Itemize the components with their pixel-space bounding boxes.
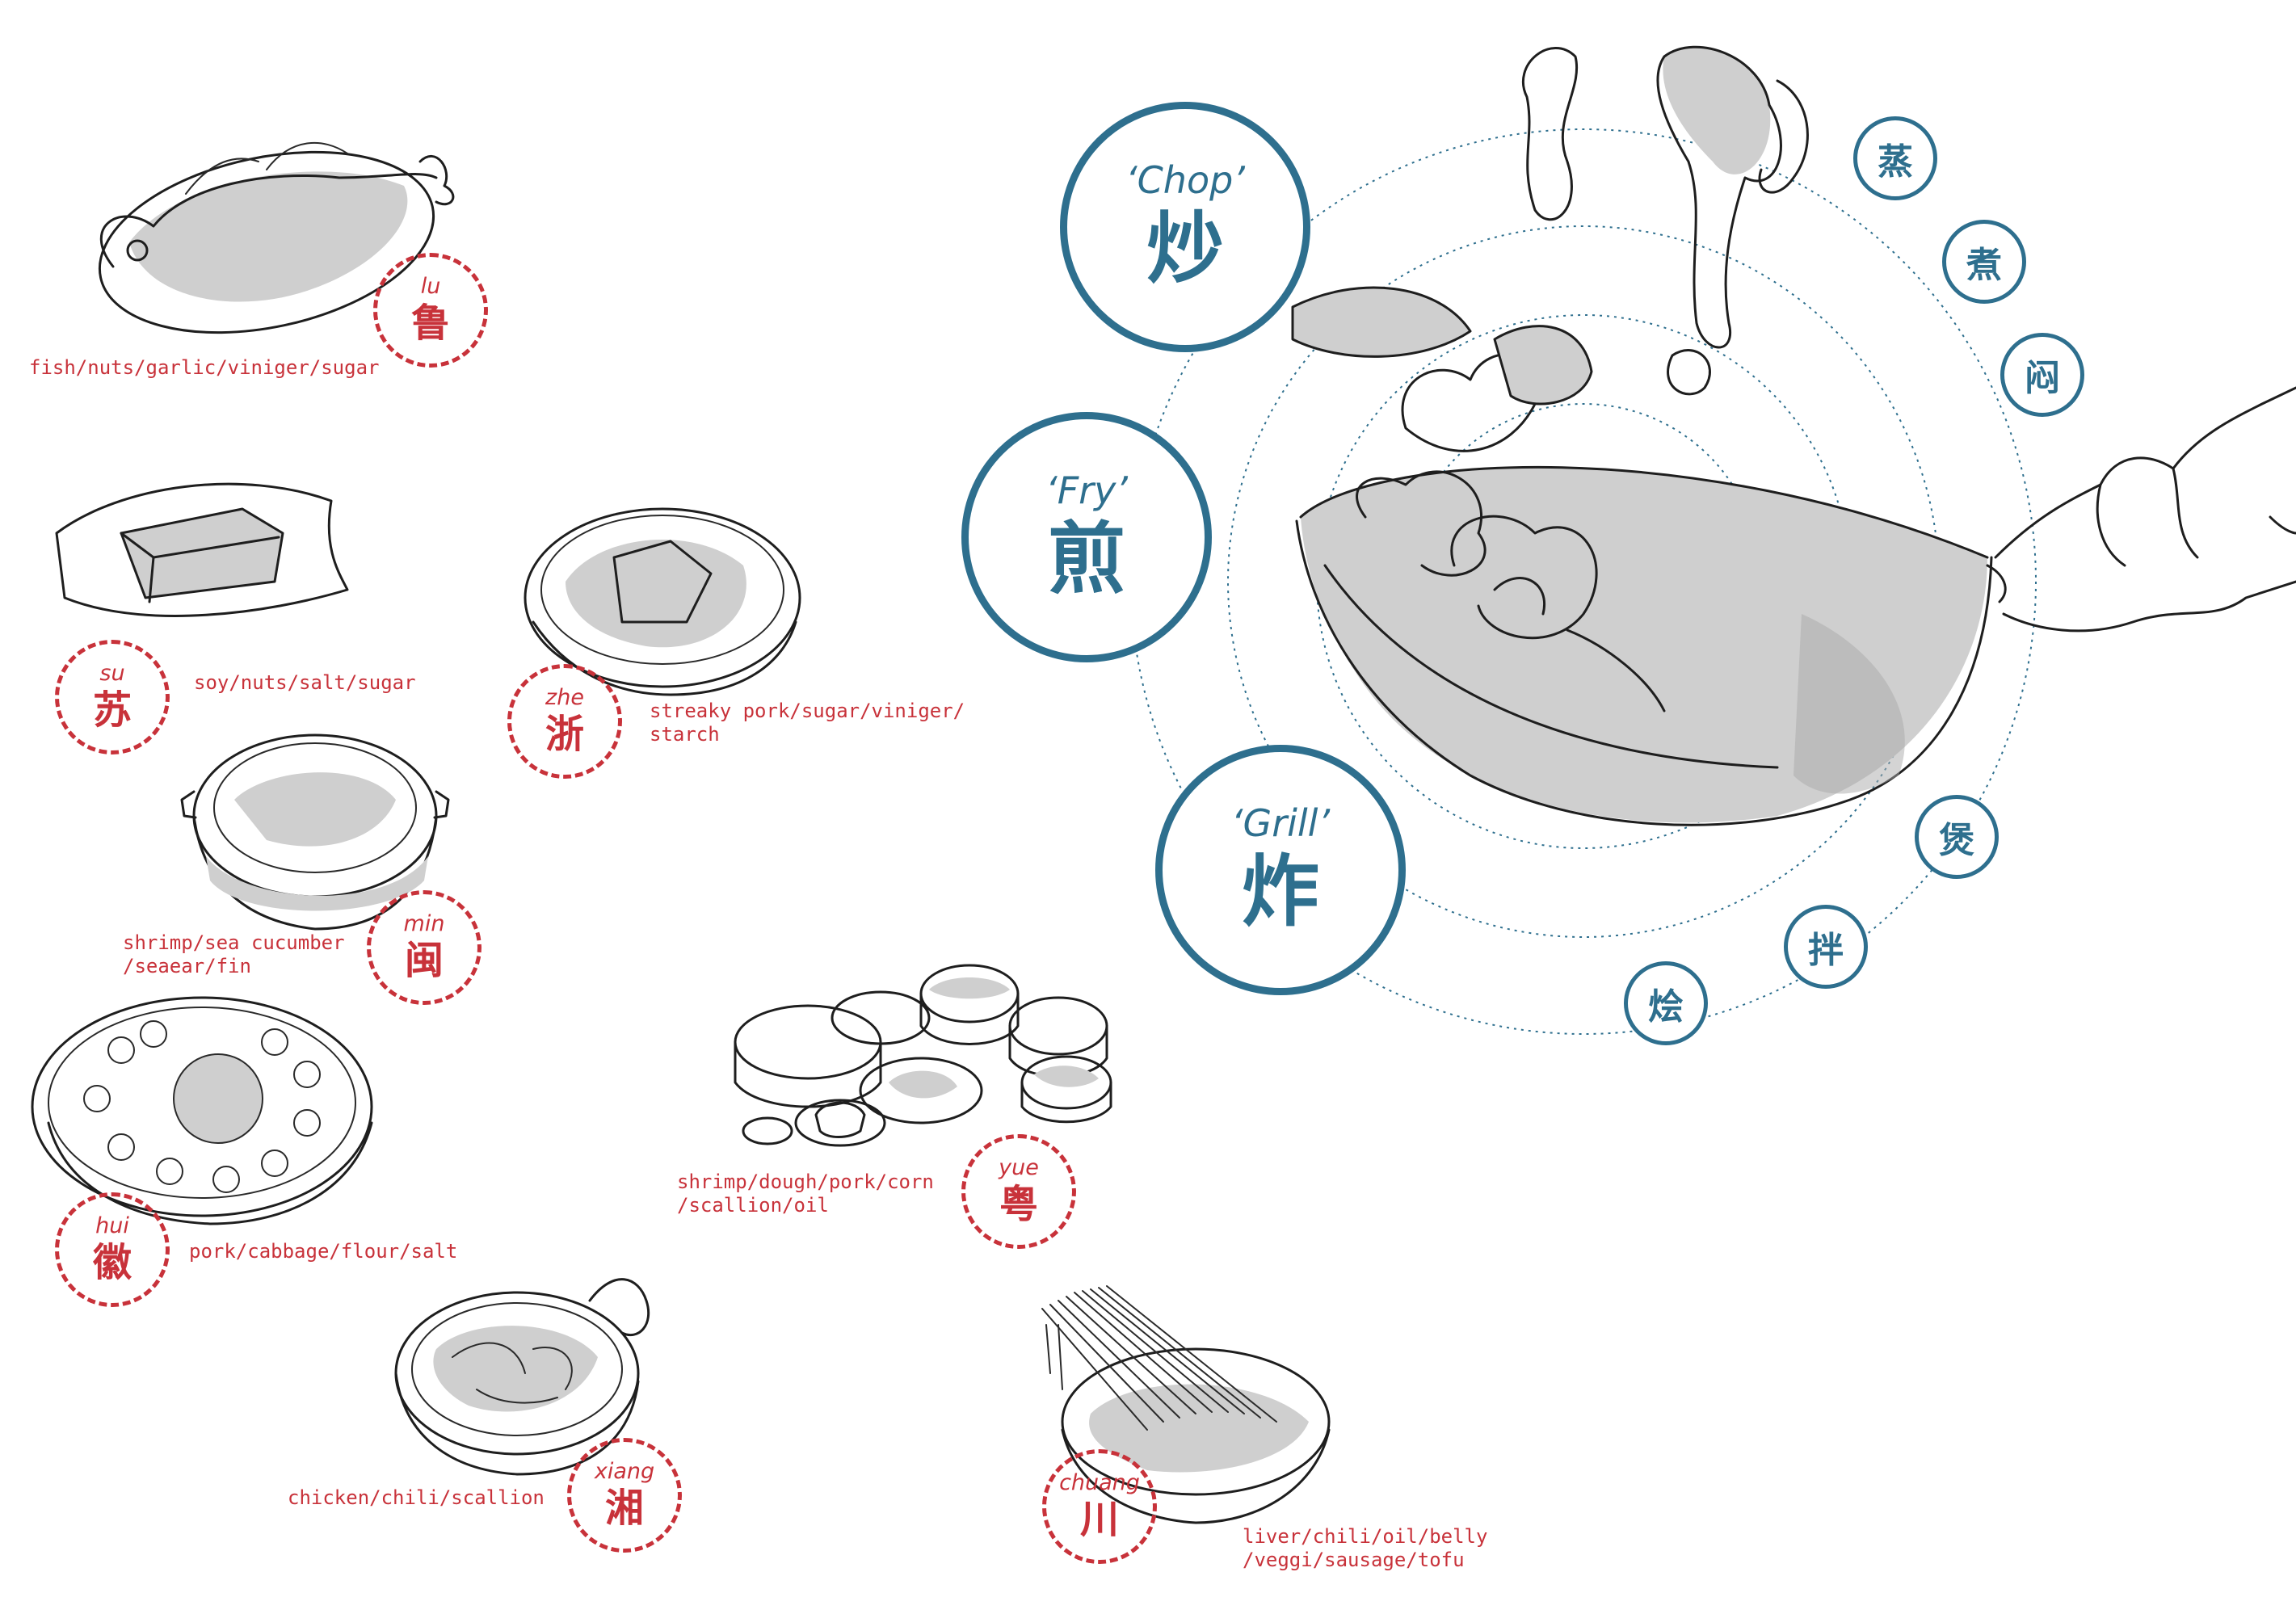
region-stamp-lu: lu 鲁 xyxy=(373,253,488,368)
technique-fry-zh: 煎 xyxy=(1048,514,1125,605)
minor-technique-braise-label: 闷 xyxy=(2025,358,2060,399)
technique-chop-en: ‘Chop’ xyxy=(1125,158,1245,203)
technique-grill-zh: 炸 xyxy=(1242,847,1319,938)
region-su-zh: 苏 xyxy=(92,687,132,733)
region-min-ingredients: shrimp/sea cucumber /seaear/fin xyxy=(123,931,345,977)
stir-fry-wok-icon xyxy=(394,1278,650,1476)
minor-technique-boil-label: 煮 xyxy=(1966,245,2002,286)
region-lu-ingredients: fish/nuts/garlic/viniger/sugar xyxy=(29,356,380,379)
minor-technique-simmer-label: 烩 xyxy=(1648,986,1684,1028)
region-stamp-chuang: chuang 川 xyxy=(1042,1449,1157,1564)
technique-grill-en: ‘Grill’ xyxy=(1230,801,1331,846)
region-hui-zh: 徽 xyxy=(92,1240,132,1286)
technique-chop-zh: 炒 xyxy=(1146,204,1224,295)
region-chuang-pinyin: chuang xyxy=(1059,1470,1140,1496)
region-stamp-min: min 闽 xyxy=(367,890,481,1005)
region-xiang-ingredients: chicken/chili/scallion xyxy=(288,1486,545,1509)
minor-technique-simmer: 烩 xyxy=(1624,961,1708,1045)
region-stamp-su: su 苏 xyxy=(55,640,170,754)
minor-technique-stew-label: 煲 xyxy=(1939,820,1974,861)
soup-pot-icon xyxy=(180,733,450,931)
region-lu-zh: 鲁 xyxy=(410,301,450,347)
region-min-zh: 闽 xyxy=(404,938,444,984)
region-zhe-ingredients: streaky pork/sugar/viniger/ starch xyxy=(650,700,965,746)
pork-bowl-icon xyxy=(524,507,801,696)
technique-fry-en: ‘Fry’ xyxy=(1045,469,1128,513)
region-xiang-pinyin: xiang xyxy=(594,1459,655,1485)
region-yue-zh: 粤 xyxy=(999,1182,1038,1228)
region-stamp-hui: hui 徽 xyxy=(55,1192,170,1307)
minor-technique-mix: 拌 xyxy=(1784,905,1868,989)
region-lu-pinyin: lu xyxy=(420,274,441,300)
technique-chop: ‘Chop’ 炒 xyxy=(1060,102,1310,352)
region-stamp-yue: yue 粤 xyxy=(961,1134,1076,1249)
region-chuang-ingredients: liver/chili/oil/belly /veggi/sausage/tof… xyxy=(1243,1525,1488,1571)
minor-technique-mix-label: 拌 xyxy=(1808,930,1844,971)
minor-technique-boil: 煮 xyxy=(1942,220,2026,304)
region-zhe-zh: 浙 xyxy=(545,712,584,758)
tofu-plate-icon xyxy=(55,482,349,617)
region-min-pinyin: min xyxy=(403,911,445,937)
region-hui-ingredients: pork/cabbage/flour/salt xyxy=(189,1240,458,1263)
region-zhe-pinyin: zhe xyxy=(545,685,584,711)
region-su-ingredients: soy/nuts/salt/sugar xyxy=(194,671,416,694)
region-stamp-zhe: zhe 浙 xyxy=(507,664,622,779)
dim-sum-set-icon xyxy=(734,964,1112,1147)
whole-fish-platter-icon xyxy=(98,141,455,334)
region-hui-pinyin: hui xyxy=(95,1213,129,1239)
minor-technique-stew: 煲 xyxy=(1915,795,1999,879)
region-chuang-zh: 川 xyxy=(1079,1497,1119,1543)
technique-fry: ‘Fry’ 煎 xyxy=(961,412,1212,662)
minor-technique-steam-label: 蒸 xyxy=(1878,141,1913,183)
noodle-bowl-icon xyxy=(1041,1285,1331,1524)
minor-technique-braise: 闷 xyxy=(2000,333,2084,417)
wok-icon xyxy=(1291,45,2296,826)
region-stamp-xiang: xiang 湘 xyxy=(567,1438,682,1553)
region-yue-pinyin: yue xyxy=(999,1155,1039,1181)
dumpling-platter-icon xyxy=(31,996,373,1225)
minor-technique-steam: 蒸 xyxy=(1853,116,1937,200)
region-su-pinyin: su xyxy=(99,661,125,687)
region-yue-ingredients: shrimp/dough/pork/corn /scallion/oil xyxy=(677,1171,934,1217)
technique-grill: ‘Grill’ 炸 xyxy=(1155,745,1406,995)
region-xiang-zh: 湘 xyxy=(604,1486,644,1532)
